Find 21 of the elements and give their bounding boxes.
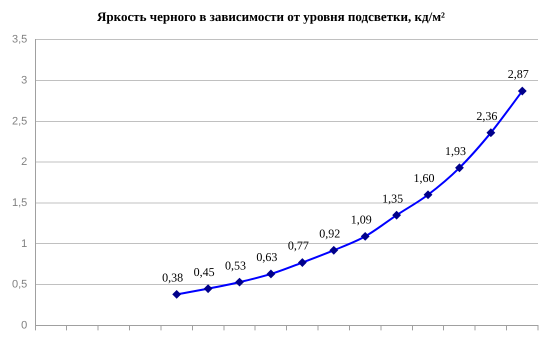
y-tick-label: 0,5 xyxy=(12,278,28,291)
data-label: 2,87 xyxy=(508,67,529,82)
data-label: 0,38 xyxy=(162,270,184,285)
data-label: 1,09 xyxy=(350,212,372,227)
y-tick-label: 1 xyxy=(21,238,28,250)
y-tick-label: 1,5 xyxy=(12,196,28,209)
data-label: 1,93 xyxy=(444,144,466,158)
data-label: 2,36 xyxy=(476,108,498,123)
y-tick-label: 2 xyxy=(21,156,28,168)
data-label: 0,92 xyxy=(319,226,340,240)
y-tick-label: 2,5 xyxy=(12,115,28,128)
y-tick-label: 3 xyxy=(21,74,28,86)
y-tick-label: 3,5 xyxy=(12,34,28,46)
y-tick-label: 0 xyxy=(21,319,28,332)
data-label: 0,45 xyxy=(194,264,215,279)
data-label: 0,53 xyxy=(225,258,246,272)
chart-title: Яркость черного в зависимости от уровня подсветки, кд/м² xyxy=(97,9,446,24)
data-label: 1,60 xyxy=(414,170,435,185)
data-label: 0,63 xyxy=(256,250,278,264)
data-label: 1,35 xyxy=(382,191,404,206)
data-label: 0,77 xyxy=(288,238,309,253)
